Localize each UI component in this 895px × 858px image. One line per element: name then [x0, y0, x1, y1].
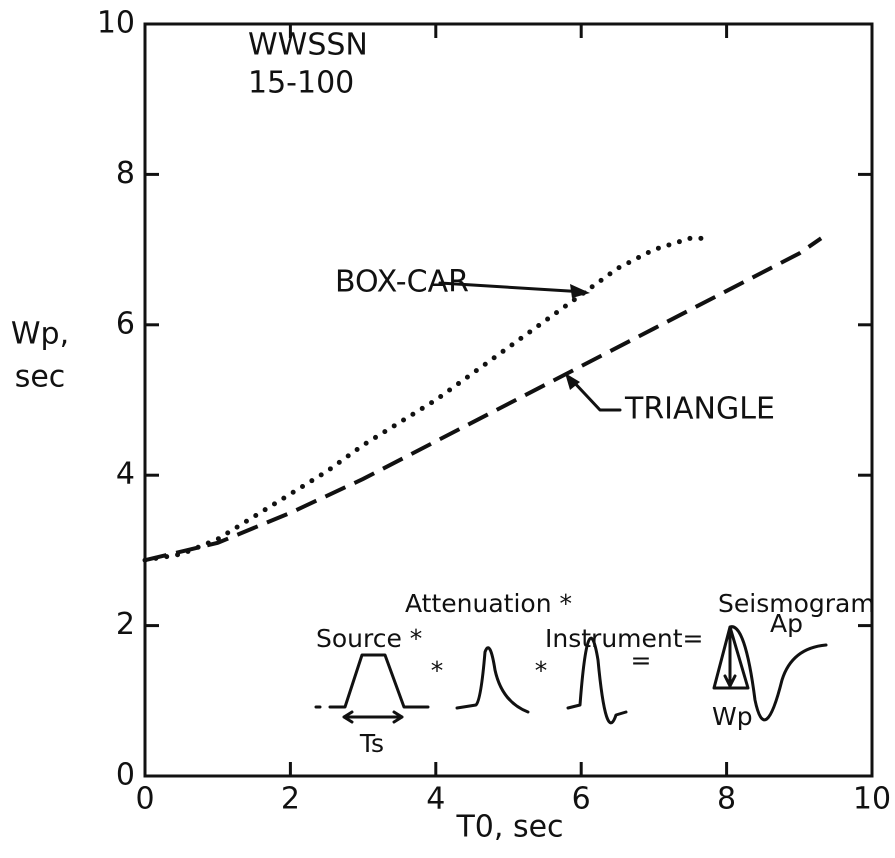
plot-frame: [143, 22, 874, 778]
ap-arrow: [723, 630, 737, 688]
y-tick-label: 10: [97, 6, 135, 41]
seismogram-pulse: [712, 625, 828, 722]
y-tick-label: 0: [116, 758, 135, 793]
series-line: [142, 235, 708, 563]
leader-line: [568, 376, 622, 412]
series-label: TRIANGLE: [624, 392, 775, 427]
series-line: [144, 236, 823, 563]
x-tick-label: 4: [426, 782, 445, 817]
x-tick-label: 6: [572, 782, 591, 817]
y-tick-label: 4: [116, 457, 135, 492]
instrument-pulse: [566, 636, 628, 725]
inset-diagram: Source * Attenuation * Instrument= Seism…: [314, 589, 875, 758]
inset-label: Instrument=: [545, 624, 704, 653]
y-tick-label: 8: [116, 156, 135, 191]
y-axis-label: sec: [15, 360, 66, 395]
attenuation-pulse: [455, 646, 530, 714]
x-axis-label: T0, sec: [455, 810, 563, 845]
x-tick-label: 0: [135, 782, 154, 817]
arrow-head: [565, 373, 580, 390]
inset-label: Seismogram: [718, 589, 875, 618]
y-tick-label: 6: [116, 306, 135, 341]
inset-operator: *: [431, 656, 444, 685]
y-tick-label: 2: [116, 607, 135, 642]
inset-label: Ts: [359, 729, 384, 758]
annotation: WWSSN: [248, 28, 368, 63]
inset-label: Wp: [712, 702, 753, 731]
series-label: BOX-CAR: [335, 265, 469, 300]
inset-label: Source *: [316, 624, 422, 653]
x-tick-label: 10: [853, 782, 891, 817]
inset-label: Ap: [770, 609, 803, 638]
annotation: 15-100: [248, 66, 354, 101]
source-pulse: [314, 653, 430, 709]
leader-line: [438, 281, 587, 294]
x-tick-label: 2: [281, 782, 300, 817]
inset-operator: =: [631, 646, 652, 675]
ts-arrow: [342, 710, 404, 724]
inset-label: Attenuation *: [405, 589, 572, 618]
inset-operator: *: [535, 656, 548, 685]
x-tick-label: 8: [717, 782, 736, 817]
y-axis-label: Wp,: [11, 317, 69, 352]
arrow-head: [570, 284, 590, 298]
